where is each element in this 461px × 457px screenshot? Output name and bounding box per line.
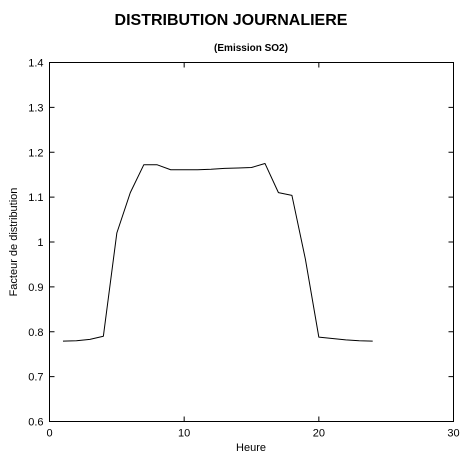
y-tick-label: 0.9	[28, 282, 43, 294]
y-tick-label: 1	[37, 237, 43, 249]
plot-frame	[49, 62, 454, 422]
series-group	[62, 162, 373, 342]
x-tick-label: 0	[46, 428, 52, 440]
x-axis: 0 10 20 30	[46, 62, 460, 440]
x-tick-label: 10	[178, 428, 190, 440]
y-tick-label: 1.2	[28, 147, 43, 159]
x-axis-label: Heure	[236, 442, 266, 454]
y-tick-label: 1.3	[28, 102, 43, 114]
x-tick-label: 30	[447, 428, 459, 440]
y-tick-label: 1.1	[28, 192, 43, 204]
x-tick-label: 20	[313, 428, 325, 440]
y-tick-label: 0.8	[28, 327, 43, 339]
y-tick-label: 0.7	[28, 372, 43, 384]
chart-title: DISTRIBUTION JOURNALIERE	[115, 12, 348, 29]
y-tick-label: 0.6	[28, 417, 43, 429]
y-axis: 0.6 0.7 0.8 0.9 1 1.1 1.2 1.3 1.4	[28, 58, 454, 429]
chart-subtitle: (Emission SO2)	[214, 43, 288, 54]
y-axis-label: Facteur de distribution	[8, 188, 20, 297]
series-line	[62, 162, 373, 342]
y-tick-label: 1.4	[28, 58, 43, 70]
